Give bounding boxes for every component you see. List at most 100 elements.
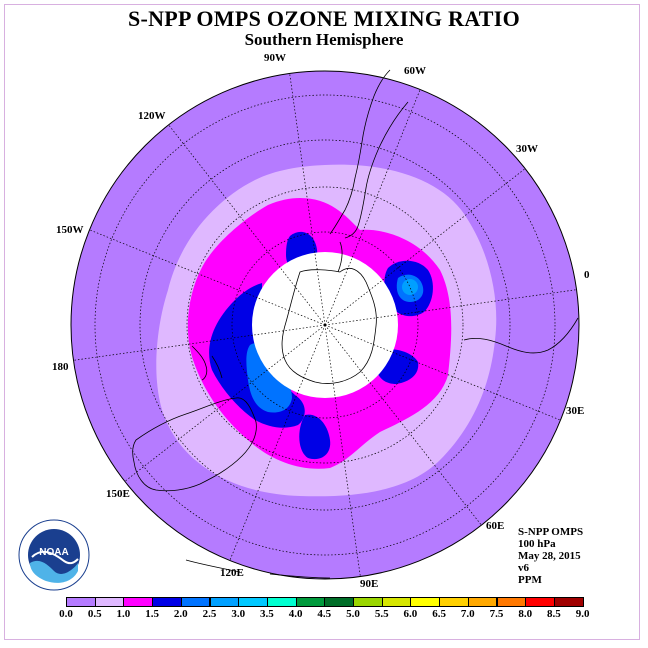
- africa-coastline: [463, 317, 579, 354]
- meridian-line: [168, 124, 281, 268]
- colorbar-tick-label: 8.0: [518, 608, 533, 620]
- colorbar-tick-label: 0.5: [87, 608, 102, 620]
- lon-label-60e: 60E: [486, 520, 505, 532]
- meridian-spoke: [324, 324, 371, 383]
- info-level: 100 hPa: [518, 538, 556, 550]
- colorbar-tick-label: 9.0: [575, 608, 590, 620]
- south-america-coastline: [329, 69, 391, 235]
- colorbar-swatch: [381, 597, 412, 607]
- meridian-spoke: [257, 297, 326, 326]
- ozone-field: [71, 71, 579, 579]
- meridian-line: [229, 392, 298, 561]
- lon-label-120w: 120W: [138, 110, 166, 122]
- lon-label-150e: 150E: [106, 488, 130, 500]
- colorbar-swatch: [353, 597, 383, 607]
- lon-label-180: 180: [52, 361, 69, 373]
- colorbar-tick-label: 8.5: [547, 608, 561, 620]
- colorbar-tick-label: 1.5: [145, 608, 159, 620]
- meridian-line: [392, 352, 561, 421]
- info-units: PPM: [518, 574, 542, 586]
- meridian-line: [89, 229, 258, 298]
- figure-frame: [4, 4, 640, 640]
- lon-label-60w: 60W: [404, 65, 426, 77]
- meridian-spoke: [324, 279, 383, 326]
- noaa-logo-text: NOAA: [39, 547, 68, 558]
- meridian-line: [382, 168, 526, 281]
- colorbar-tick-label: 2.0: [173, 608, 188, 620]
- colorbar-swatch: [525, 597, 555, 607]
- colorbar-tick-label: 5.0: [346, 608, 360, 620]
- meridian-line: [334, 397, 361, 577]
- colorbar-tick-label: 7.5: [489, 608, 504, 620]
- latitude-circle-30s: [94, 94, 556, 556]
- meridian-spoke: [267, 324, 326, 371]
- colorbar-tick-label: 1.0: [116, 608, 131, 620]
- lon-label-30e: 30E: [566, 405, 585, 417]
- colorbar-tick-label: 2.5: [202, 608, 217, 620]
- colorbar-swatch: [180, 597, 211, 607]
- meridian-line: [369, 382, 482, 526]
- antarctic-peninsula-coastline: [337, 241, 343, 273]
- contour-2.5-3.0-east: [402, 279, 418, 295]
- map-boundary: [70, 70, 580, 580]
- lon-label-30w: 30W: [516, 143, 538, 155]
- south-america-east-coastline: [344, 101, 409, 239]
- info-instrument: S-NPP OMPS: [518, 526, 584, 538]
- lon-label-90w: 90W: [264, 52, 286, 64]
- colorbar-swatch: [238, 597, 268, 607]
- colorbar-swatch: [496, 597, 527, 607]
- colorbar-tick-label: 3.0: [231, 608, 246, 620]
- meridian-spoke: [324, 324, 336, 398]
- colorbar-swatch: [266, 597, 297, 607]
- colorbar-tick-label: 4.5: [317, 608, 332, 620]
- latitude-circle-60s: [231, 231, 419, 419]
- colorbar-swatch: [94, 597, 125, 607]
- meridian-spoke: [324, 314, 398, 326]
- info-date: May 28, 2015: [518, 550, 581, 562]
- colorbar-tick-label: 4.0: [288, 608, 303, 620]
- new-zealand-coastline: [191, 345, 223, 381]
- noaa-logo: NOAA: [18, 519, 90, 591]
- meridian-spoke: [324, 257, 353, 326]
- coastlines: [132, 69, 579, 579]
- colorbar-swatch: [410, 597, 441, 607]
- meridian-line: [73, 334, 253, 361]
- colorbar-tick-label: 5.5: [374, 608, 389, 620]
- meridian-spoke: [297, 324, 326, 393]
- colorbar-swatch: [467, 597, 498, 607]
- contour-2.0-2.5-west: [246, 343, 292, 413]
- meridian-spoke: [279, 267, 326, 326]
- latitude-circle-50s: [186, 186, 464, 464]
- meridian-lines: [73, 73, 577, 577]
- lon-label-150w: 150W: [56, 224, 84, 236]
- graticule: [73, 73, 577, 577]
- meridian-line: [352, 89, 421, 258]
- lon-label-90e: 90E: [360, 578, 379, 590]
- map-subtitle: Southern Hemisphere: [244, 30, 404, 49]
- antarctica-coastline: [281, 268, 377, 384]
- colorbar-tick-label: 3.5: [260, 608, 274, 620]
- colorbar-tick-label: 7.0: [460, 608, 475, 620]
- lon-label-0: 0: [584, 269, 590, 281]
- south-pole-dot: [323, 323, 327, 327]
- lon-label-120e: 120E: [220, 567, 244, 579]
- map-info-block: S-NPP OMPS 100 hPa May 28, 2015 v6 PPM: [518, 526, 583, 586]
- australia-coastline: [132, 397, 257, 492]
- colorbar-tick-label: 6.5: [432, 608, 446, 620]
- map-title: S-NPP OMPS OZONE MIXING RATIO: [127, 6, 521, 31]
- colorbar-tick-label: 0.0: [59, 608, 73, 620]
- colorbar-swatch: [123, 597, 154, 607]
- meridian-spoke: [324, 324, 393, 353]
- colorbar-swatch: [553, 597, 584, 607]
- colorbar-tick-label: 6.0: [403, 608, 418, 620]
- meridian-line: [397, 289, 577, 316]
- contour-1.5-2.0-southwest: [299, 414, 331, 460]
- colorbar-swatch: [66, 597, 96, 607]
- colorbar-swatch: [209, 597, 240, 607]
- meridian-line: [124, 369, 268, 482]
- colorbar-swatch: [324, 597, 354, 607]
- meridian-spoke: [314, 252, 326, 326]
- latitude-circle-40s: [139, 139, 511, 511]
- info-version: v6: [518, 562, 529, 574]
- colorbar-swatch: [295, 597, 326, 607]
